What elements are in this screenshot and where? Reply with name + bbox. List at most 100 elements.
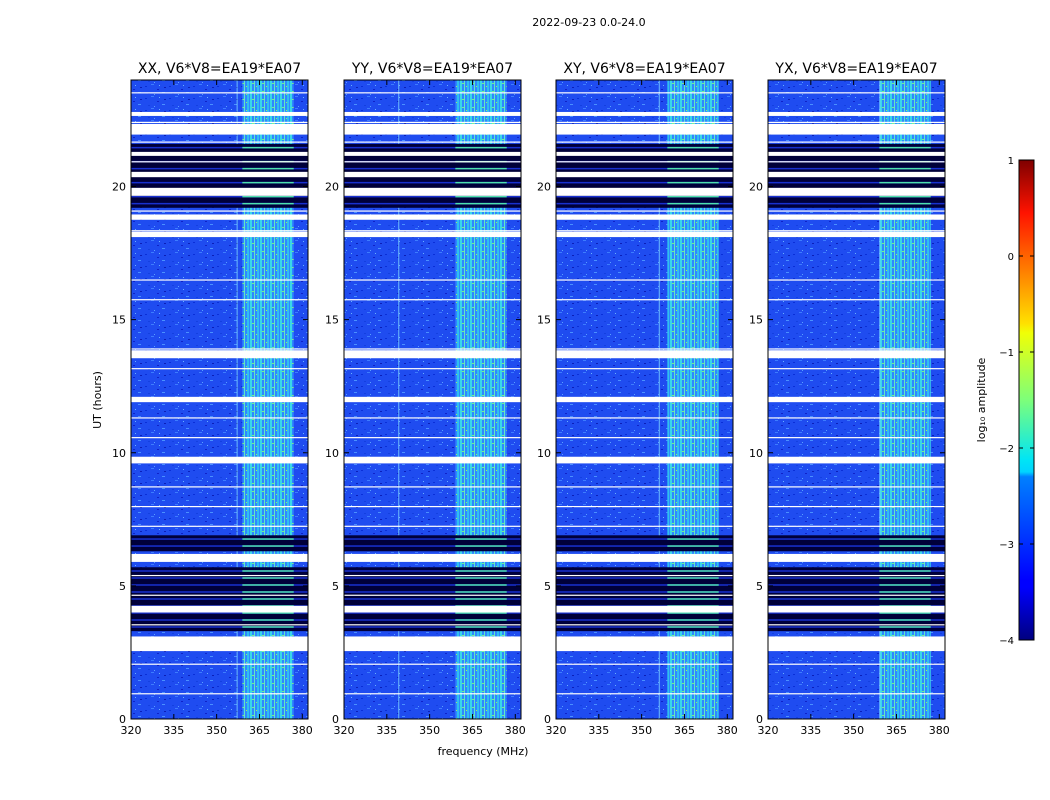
y-tick-label: 5	[119, 580, 126, 593]
flagged-gap	[344, 553, 521, 562]
flagged-gap	[768, 171, 945, 178]
colorbar-tick-label: −3	[999, 540, 1014, 551]
flag-line	[344, 230, 521, 232]
dark-segment-stripe	[242, 202, 294, 205]
x-tick-label: 320	[121, 724, 142, 737]
dark-segment-stripe	[667, 577, 719, 579]
panel-frame	[767, 79, 946, 720]
flagged-gap	[344, 636, 521, 652]
flagged-gap	[556, 553, 733, 562]
flagged-gap	[131, 456, 308, 464]
dark-segment-stripe	[344, 577, 521, 579]
dark-segment-stripe	[556, 195, 733, 198]
dark-segment-stripe	[131, 167, 308, 170]
flagged-gap	[556, 636, 733, 652]
dark-segment-stripe	[455, 545, 507, 547]
panel-3: XY, V6*V8=EA19*EA07 320 335 350 365 380 0 5 10 15…	[537, 61, 738, 737]
x-tick-label: 320	[334, 724, 355, 737]
flag-line	[556, 663, 733, 665]
panel-title: YY, V6*V8=EA19*EA07	[351, 61, 513, 77]
y-tick-label: 20	[325, 181, 339, 194]
flagged-gap	[768, 187, 945, 196]
colorbar-tick-label: −2	[999, 444, 1014, 455]
flag-line	[131, 368, 308, 370]
flag-line	[344, 525, 521, 527]
flagged-gap	[131, 605, 308, 613]
colorbar: 1 0 −1 −2 −3 −4 log₁₀ amplitude	[975, 156, 1035, 647]
flag-line	[344, 417, 521, 419]
dark-segment	[768, 535, 945, 552]
flagged-gap	[768, 214, 945, 220]
flag-line	[344, 574, 521, 577]
heatmap-area	[556, 80, 733, 719]
dark-segment-stripe	[556, 202, 733, 205]
dark-segment-stripe	[131, 577, 308, 579]
flagged-gap	[768, 123, 945, 135]
dark-segment-stripe	[131, 591, 308, 593]
flagged-gap	[131, 350, 308, 359]
dark-segment-stripe	[455, 167, 507, 170]
dark-segment-stripe	[131, 619, 308, 621]
flag-line	[344, 368, 521, 370]
flagged-gap	[131, 214, 308, 220]
dark-segment-stripe	[556, 545, 733, 547]
flagged-gap	[344, 231, 521, 238]
dark-segment-stripe	[768, 202, 945, 205]
flagged-gap	[344, 456, 521, 464]
dark-segment-stripe	[455, 591, 507, 593]
flagged-gap	[556, 151, 733, 156]
dark-segment-stripe	[667, 202, 719, 205]
flag-line	[344, 279, 521, 281]
dark-segment-stripe	[667, 584, 719, 586]
x-tick-label: 350	[419, 724, 440, 737]
flagged-gap	[768, 231, 945, 238]
flag-line	[131, 437, 308, 439]
flag-line	[768, 121, 945, 124]
y-tick-label: 15	[749, 314, 763, 327]
flag-line	[556, 92, 733, 94]
dark-segment-stripe	[768, 591, 945, 593]
dark-segment-stripe	[131, 584, 308, 586]
x-tick-label: 365	[886, 724, 907, 737]
flagged-gap	[768, 605, 945, 613]
flagged-gap	[556, 111, 733, 116]
dark-segment-stripe	[879, 202, 931, 205]
x-tick-label: 380	[292, 724, 313, 737]
dark-segment-stripe	[344, 545, 521, 547]
dark-segment-stripe	[667, 619, 719, 621]
flagged-gap	[556, 605, 733, 613]
dark-segment-stripe	[556, 181, 733, 184]
dark-segment-stripe	[242, 584, 294, 586]
flag-line	[344, 663, 521, 665]
flagged-gap	[768, 350, 945, 359]
dark-segment-stripe	[879, 584, 931, 586]
flag-line	[131, 161, 308, 163]
flagged-gap	[344, 111, 521, 116]
flag-line	[344, 624, 521, 626]
dark-segment-stripe	[455, 626, 507, 628]
flag-line	[768, 161, 945, 163]
dark-segment-stripe	[768, 584, 945, 586]
dark-segment-stripe	[242, 598, 294, 600]
flag-line	[556, 437, 733, 439]
flag-line	[768, 417, 945, 419]
y-tick-label: 15	[112, 314, 126, 327]
flagged-gap	[131, 396, 308, 403]
dark-segment-stripe	[131, 626, 308, 628]
flagged-gap	[344, 171, 521, 178]
x-axis-label: frequency (MHz)	[438, 745, 529, 758]
dark-segment-stripe	[455, 612, 507, 614]
dark-segment-stripe	[344, 591, 521, 593]
dark-segment-stripe	[344, 167, 521, 170]
dark-segment-stripe	[242, 181, 294, 184]
dark-segment-stripe	[768, 195, 945, 198]
flagged-gap	[768, 111, 945, 116]
x-tick-label: 320	[546, 724, 567, 737]
dark-segment-stripe	[344, 584, 521, 586]
dark-segment-stripe	[667, 598, 719, 600]
x-tick-label: 335	[800, 724, 821, 737]
y-tick-label: 20	[537, 181, 551, 194]
dark-segment-stripe	[131, 598, 308, 600]
flag-line	[768, 525, 945, 527]
